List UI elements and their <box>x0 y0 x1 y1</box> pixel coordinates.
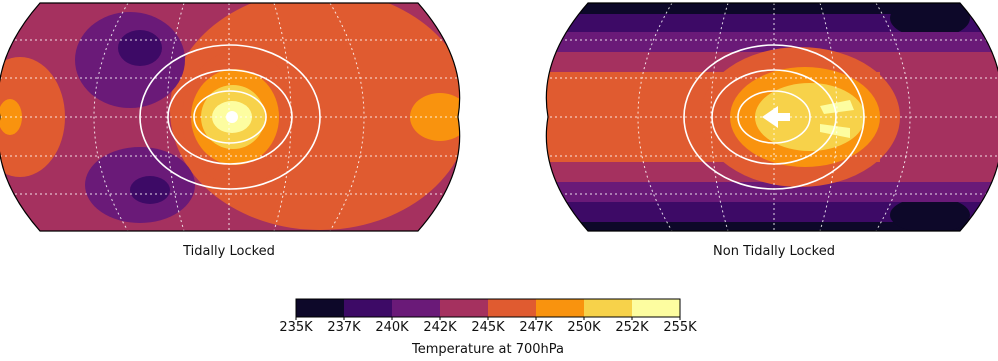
title-non-tidally-locked: Non Tidally Locked <box>713 244 835 259</box>
colorbar-tick-label: 235K <box>279 320 313 335</box>
colorbar-tick-label: 255K <box>663 320 697 335</box>
field-235K-north <box>546 3 998 14</box>
field-235K-se <box>890 197 970 231</box>
field-237K-nw <box>118 30 162 66</box>
temperature-field-right <box>546 3 998 231</box>
colorbar-segment-5 <box>536 299 585 317</box>
colorbar-tick-label: 245K <box>471 320 505 335</box>
field-235K-ne <box>890 3 970 38</box>
colorbar-tick-label: 237K <box>327 320 361 335</box>
title-tidally-locked: Tidally Locked <box>182 244 275 259</box>
map-non-tidally-locked: Non Tidally Locked <box>545 2 998 259</box>
colorbar-segment-6 <box>584 299 633 317</box>
colorbar-segment-3 <box>440 299 489 317</box>
colorbar: 235K 237K 240K 242K 245K 247K 250K 252K 255K Tem… <box>279 298 697 357</box>
contours-right <box>683 44 865 190</box>
map-tidally-locked: Tidally Locked <box>0 2 461 259</box>
colorbar-segment-2 <box>392 299 441 317</box>
field-252K-streak-south <box>820 124 850 138</box>
map-outline-right <box>545 2 998 232</box>
colorbar-tick-label: 252K <box>615 320 649 335</box>
colorbar-ticks: 235K 237K 240K 242K 245K 247K 250K 252K 255K <box>279 317 697 335</box>
colorbar-segment-7 <box>632 299 681 317</box>
graticule-right <box>546 3 998 231</box>
colorbar-tick-label: 247K <box>519 320 553 335</box>
colorbar-tick-label: 240K <box>375 320 409 335</box>
field-237K-sw <box>130 176 170 204</box>
colorbar-segment-4 <box>488 299 537 317</box>
colorbar-segment-0 <box>296 299 345 317</box>
colorbar-label: Temperature at 700hPa <box>411 342 564 357</box>
field-235K-south <box>546 222 998 231</box>
temperature-field-left <box>0 3 460 231</box>
colorbar-segments <box>296 299 681 317</box>
colorbar-tick-label: 242K <box>423 320 457 335</box>
colorbar-tick-label: 250K <box>567 320 601 335</box>
map-outline-left <box>0 2 461 232</box>
colorbar-segment-1 <box>344 299 393 317</box>
graticule-left <box>0 3 460 231</box>
contours-left <box>139 44 321 190</box>
